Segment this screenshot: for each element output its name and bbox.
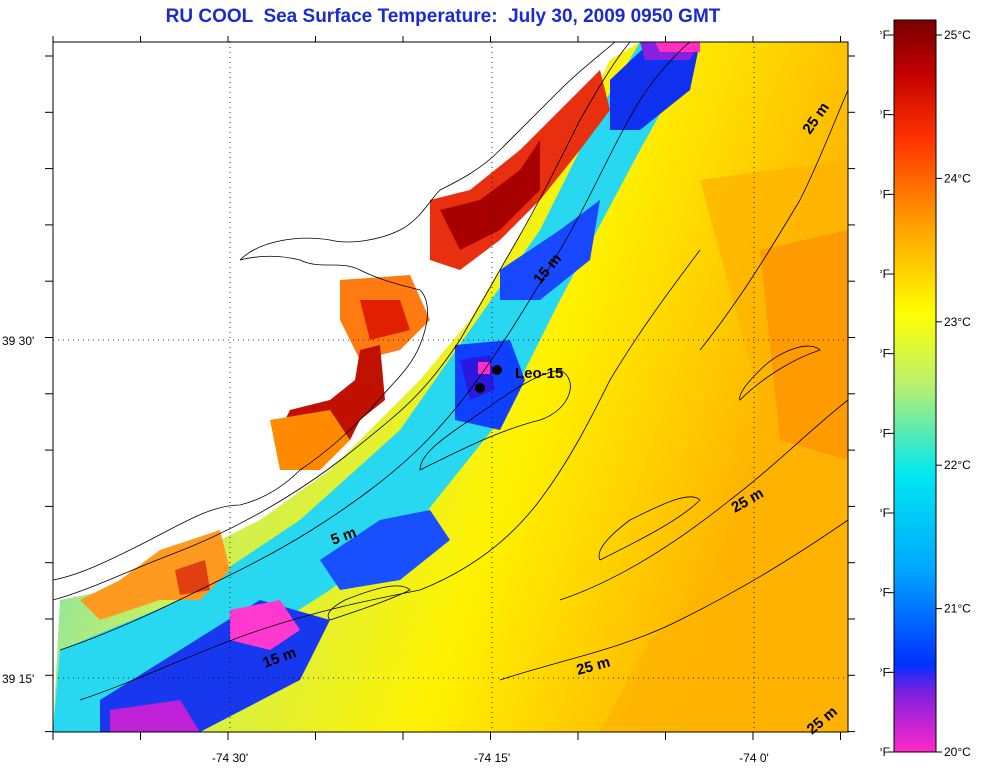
station-label: Leo-15 [515, 365, 563, 382]
station-marker[interactable] [492, 365, 502, 375]
colorbar-f-label: 75°F [880, 267, 890, 281]
colorbar-f-label: 77°F [880, 108, 890, 122]
colorbar-f-label: 71°F [880, 586, 890, 600]
colorbar-f-label: 74°F [880, 347, 890, 361]
colorbar-c-label: 23°C [944, 315, 971, 329]
map-frame [52, 41, 849, 733]
lat-label: 39 30' [2, 334, 34, 348]
colorbar-c-label: 21°C [944, 602, 971, 616]
station-marker[interactable] [475, 383, 485, 393]
axis-ticks [45, 36, 855, 740]
colorbar-c-label: 20°C [944, 745, 971, 759]
colorbar-c-label: 22°C [944, 458, 971, 472]
sst-map[interactable]: 5 m 15 m 15 m 25 m 25 m 25 m 25 m Leo-15… [0, 0, 880, 768]
lon-label: -74 15' [474, 751, 510, 765]
colorbar-f-label: 69°F [880, 745, 890, 759]
colorbar: 78°F 77°F 76°F 75°F 74°F 73°F 72°F 71°F 70°F 69°F… [880, 19, 971, 759]
sst-field [53, 42, 848, 732]
colorbar-f-label: 73°F [880, 426, 890, 440]
lon-label: -74 30' [212, 751, 248, 765]
colorbar-f-label: 78°F [880, 28, 890, 42]
colorbar-f-label: 76°F [880, 187, 890, 201]
colorbar-c-label: 25°C [944, 28, 971, 42]
chart-title: RU COOL Sea Surface Temperature: July 30… [165, 6, 721, 27]
colorbar-ramp [893, 19, 937, 753]
lat-label: 39 15' [2, 672, 34, 686]
lon-label: -74 0' [739, 751, 769, 765]
colorbar-c-label: 24°C [944, 171, 971, 185]
colorbar-f-label: 70°F [880, 665, 890, 679]
coastline-contours [53, 42, 848, 701]
colorbar-f-label: 72°F [880, 506, 890, 520]
graticule [53, 42, 848, 732]
